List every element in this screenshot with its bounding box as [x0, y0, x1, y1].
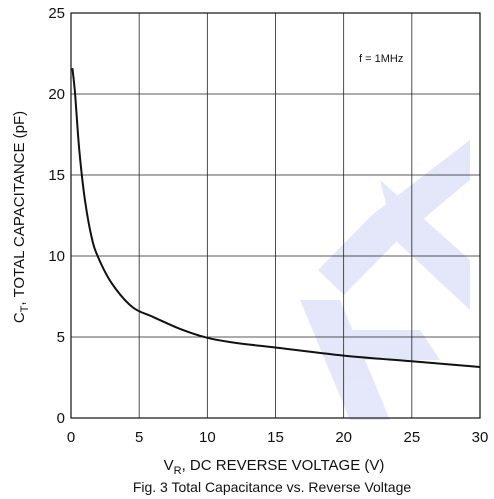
y-tick-label: 0 [57, 410, 65, 427]
x-tick-label: 5 [135, 429, 143, 446]
y-tick-label: 15 [48, 167, 65, 184]
capacitance-curve [71, 68, 481, 368]
watermark-shape [380, 180, 470, 310]
watermark-shape [318, 215, 398, 295]
watermark-logo [300, 140, 470, 420]
watermark-shape [330, 330, 440, 360]
y-tick-label: 5 [57, 329, 65, 346]
x-tick-label: 0 [67, 429, 75, 446]
y-tick-label: 20 [48, 86, 65, 103]
plot-frame [70, 12, 481, 419]
y-axis-label: CT, TOTAL CAPACITANCE (pF) [11, 111, 31, 323]
x-tick-label: 15 [267, 429, 284, 446]
watermark-shape [300, 300, 390, 420]
figure-caption: Fig. 3 Total Capacitance vs. Reverse Vol… [133, 479, 412, 495]
x-tick-label: 10 [199, 429, 216, 446]
y-tick-labels: 0 5 10 15 20 25 [48, 5, 65, 427]
y-tick-label: 10 [48, 248, 65, 265]
grid-lines [71, 13, 480, 418]
x-tick-labels: 0 5 10 15 20 25 30 [67, 429, 489, 446]
watermark-shape [372, 140, 470, 240]
x-axis-label: VR, DC REVERSE VOLTAGE (V) [164, 457, 385, 477]
x-tick-label: 20 [335, 429, 352, 446]
x-tick-label: 30 [472, 429, 489, 446]
x-tick-label: 25 [403, 429, 420, 446]
y-tick-label: 25 [48, 5, 65, 22]
frequency-annotation: f = 1MHz [359, 53, 403, 65]
